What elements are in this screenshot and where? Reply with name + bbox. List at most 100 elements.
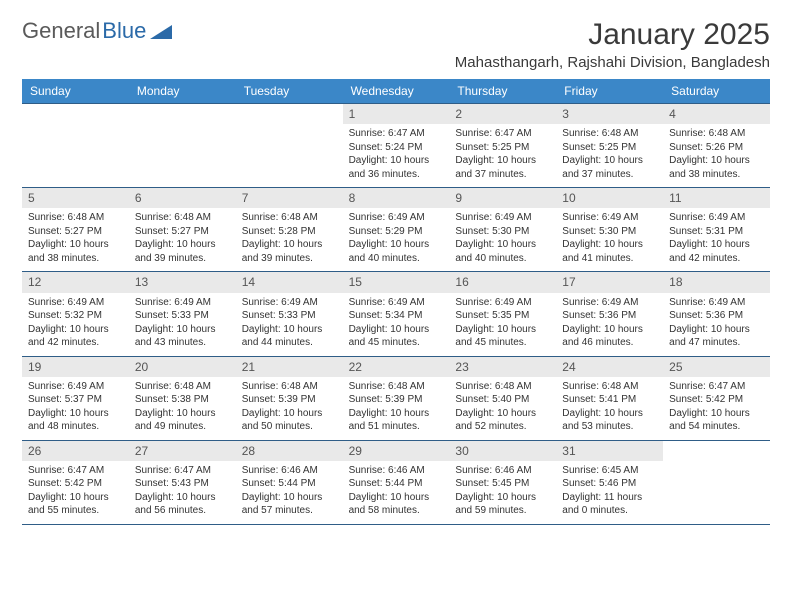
sunset-text: Sunset: 5:35 PM [455, 309, 550, 323]
day-number: 1 [343, 104, 450, 124]
day-cell: 8Sunrise: 6:49 AMSunset: 5:29 PMDaylight… [343, 188, 450, 271]
day-cell: 20Sunrise: 6:48 AMSunset: 5:38 PMDayligh… [129, 357, 236, 440]
day-number: 28 [236, 441, 343, 461]
sunset-text: Sunset: 5:39 PM [349, 393, 444, 407]
title-block: January 2025 Mahasthangarh, Rajshahi Div… [455, 18, 770, 71]
day-content: Sunrise: 6:45 AMSunset: 5:46 PMDaylight:… [556, 461, 663, 524]
day-number: 12 [22, 272, 129, 292]
day-number: 2 [449, 104, 556, 124]
daylight-text: Daylight: 10 hours and 42 minutes. [28, 323, 123, 350]
sunset-text: Sunset: 5:44 PM [242, 477, 337, 491]
day-cell: 9Sunrise: 6:49 AMSunset: 5:30 PMDaylight… [449, 188, 556, 271]
day-cell: 12Sunrise: 6:49 AMSunset: 5:32 PMDayligh… [22, 272, 129, 355]
daylight-text: Daylight: 10 hours and 55 minutes. [28, 491, 123, 518]
day-cell: 3 Sunrise: 6:48 AMSunset: 5:25 PMDaylight… [556, 104, 663, 187]
day-number: 27 [129, 441, 236, 461]
sunset-text: Sunset: 5:32 PM [28, 309, 123, 323]
sunrise-text: Sunrise: 6:48 AM [28, 211, 123, 225]
day-cell: 15Sunrise: 6:49 AMSunset: 5:34 PMDayligh… [343, 272, 450, 355]
day-cell: 22Sunrise: 6:48 AMSunset: 5:39 PMDayligh… [343, 357, 450, 440]
sunrise-text: Sunrise: 6:49 AM [349, 296, 444, 310]
sunrise-text: Sunrise: 6:47 AM [349, 127, 444, 141]
day-content: Sunrise: 6:48 AMSunset: 5:39 PMDaylight:… [343, 377, 450, 440]
day-header-fri: Friday [556, 79, 663, 103]
day-content: Sunrise: 6:49 AMSunset: 5:29 PMDaylight:… [343, 208, 450, 271]
sunrise-text: Sunrise: 6:48 AM [242, 380, 337, 394]
day-number: 15 [343, 272, 450, 292]
day-cell: 26Sunrise: 6:47 AMSunset: 5:42 PMDayligh… [22, 441, 129, 524]
sunrise-text: Sunrise: 6:48 AM [135, 380, 230, 394]
day-content: Sunrise: 6:47 AMSunset: 5:25 PMDaylight:… [449, 124, 556, 187]
day-cell: 21Sunrise: 6:48 AMSunset: 5:39 PMDayligh… [236, 357, 343, 440]
daylight-text: Daylight: 10 hours and 37 minutes. [562, 154, 657, 181]
day-content: Sunrise: 6:46 AMSunset: 5:45 PMDaylight:… [449, 461, 556, 524]
daylight-text: Daylight: 10 hours and 46 minutes. [562, 323, 657, 350]
day-content: Sunrise: 6:49 AMSunset: 5:37 PMDaylight:… [22, 377, 129, 440]
day-cell: 30Sunrise: 6:46 AMSunset: 5:45 PMDayligh… [449, 441, 556, 524]
sunrise-text: Sunrise: 6:45 AM [562, 464, 657, 478]
sunset-text: Sunset: 5:27 PM [135, 225, 230, 239]
sunrise-text: Sunrise: 6:47 AM [135, 464, 230, 478]
day-cell: 24Sunrise: 6:48 AMSunset: 5:41 PMDayligh… [556, 357, 663, 440]
sunrise-text: Sunrise: 6:48 AM [242, 211, 337, 225]
day-content: Sunrise: 6:48 AMSunset: 5:41 PMDaylight:… [556, 377, 663, 440]
day-content: Sunrise: 6:48 AMSunset: 5:27 PMDaylight:… [22, 208, 129, 271]
day-cell: 11Sunrise: 6:49 AMSunset: 5:31 PMDayligh… [663, 188, 770, 271]
daylight-text: Daylight: 10 hours and 39 minutes. [135, 238, 230, 265]
day-cell: 10Sunrise: 6:49 AMSunset: 5:30 PMDayligh… [556, 188, 663, 271]
daylight-text: Daylight: 10 hours and 57 minutes. [242, 491, 337, 518]
day-content: Sunrise: 6:49 AMSunset: 5:36 PMDaylight:… [663, 293, 770, 356]
day-cell: 27Sunrise: 6:47 AMSunset: 5:43 PMDayligh… [129, 441, 236, 524]
day-number: 8 [343, 188, 450, 208]
sunset-text: Sunset: 5:40 PM [455, 393, 550, 407]
sunset-text: Sunset: 5:46 PM [562, 477, 657, 491]
sunset-text: Sunset: 5:26 PM [669, 141, 764, 155]
day-number: 16 [449, 272, 556, 292]
day-number: 13 [129, 272, 236, 292]
day-content: Sunrise: 6:47 AMSunset: 5:24 PMDaylight:… [343, 124, 450, 187]
day-content [129, 108, 236, 117]
daylight-text: Daylight: 10 hours and 47 minutes. [669, 323, 764, 350]
day-header-thu: Thursday [449, 79, 556, 103]
day-number: 26 [22, 441, 129, 461]
sunset-text: Sunset: 5:33 PM [242, 309, 337, 323]
day-content: Sunrise: 6:49 AMSunset: 5:32 PMDaylight:… [22, 293, 129, 356]
week-row: 19Sunrise: 6:49 AMSunset: 5:37 PMDayligh… [22, 357, 770, 441]
day-content [663, 445, 770, 454]
day-number: 20 [129, 357, 236, 377]
day-cell: 4Sunrise: 6:48 AMSunset: 5:26 PMDaylight… [663, 104, 770, 187]
daylight-text: Daylight: 10 hours and 42 minutes. [669, 238, 764, 265]
day-number: 18 [663, 272, 770, 292]
day-cell: 6Sunrise: 6:48 AMSunset: 5:27 PMDaylight… [129, 188, 236, 271]
day-number: 14 [236, 272, 343, 292]
day-content: Sunrise: 6:49 AMSunset: 5:35 PMDaylight:… [449, 293, 556, 356]
sunrise-text: Sunrise: 6:48 AM [455, 380, 550, 394]
day-content: Sunrise: 6:49 AMSunset: 5:36 PMDaylight:… [556, 293, 663, 356]
daylight-text: Daylight: 10 hours and 45 minutes. [455, 323, 550, 350]
daylight-text: Daylight: 10 hours and 38 minutes. [669, 154, 764, 181]
daylight-text: Daylight: 10 hours and 39 minutes. [242, 238, 337, 265]
day-cell: 31Sunrise: 6:45 AMSunset: 5:46 PMDayligh… [556, 441, 663, 524]
sunrise-text: Sunrise: 6:49 AM [455, 296, 550, 310]
day-cell: 17Sunrise: 6:49 AMSunset: 5:36 PMDayligh… [556, 272, 663, 355]
sunset-text: Sunset: 5:33 PM [135, 309, 230, 323]
sunset-text: Sunset: 5:25 PM [562, 141, 657, 155]
sunset-text: Sunset: 5:25 PM [455, 141, 550, 155]
sunrise-text: Sunrise: 6:48 AM [562, 127, 657, 141]
daylight-text: Daylight: 10 hours and 38 minutes. [28, 238, 123, 265]
day-number: 7 [236, 188, 343, 208]
day-number: 3 [556, 104, 663, 124]
sunrise-text: Sunrise: 6:46 AM [242, 464, 337, 478]
day-cell [22, 104, 129, 187]
day-number: 25 [663, 357, 770, 377]
daylight-text: Daylight: 10 hours and 45 minutes. [349, 323, 444, 350]
sunrise-text: Sunrise: 6:46 AM [455, 464, 550, 478]
day-number: 5 [22, 188, 129, 208]
brand-logo: GeneralBlue [22, 18, 172, 44]
location-subtitle: Mahasthangarh, Rajshahi Division, Bangla… [455, 54, 770, 71]
day-cell [663, 441, 770, 524]
day-cell: 13Sunrise: 6:49 AMSunset: 5:33 PMDayligh… [129, 272, 236, 355]
brand-part1: General [22, 18, 100, 44]
daylight-text: Daylight: 10 hours and 37 minutes. [455, 154, 550, 181]
day-cell: 29Sunrise: 6:46 AMSunset: 5:44 PMDayligh… [343, 441, 450, 524]
